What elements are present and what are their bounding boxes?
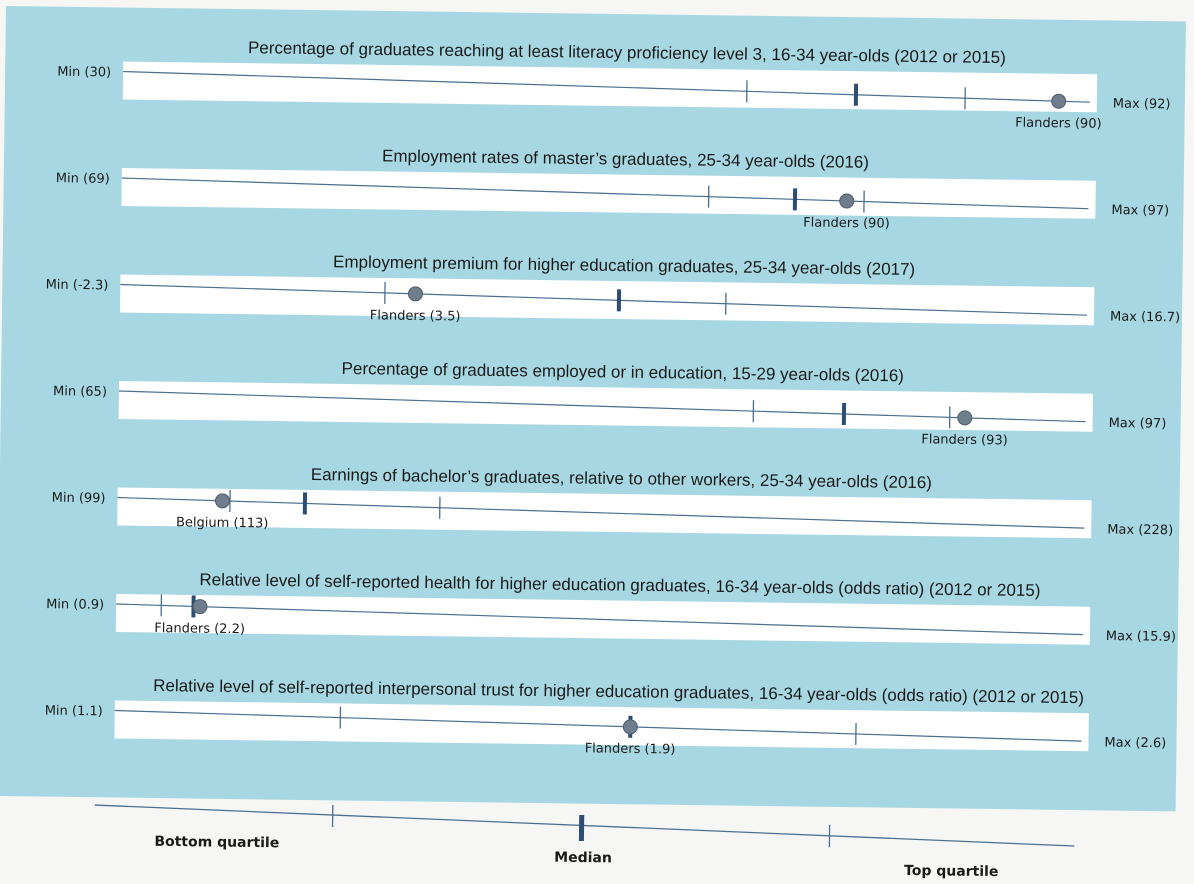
country-point-label-7: Flanders (1.9) [585, 741, 676, 757]
country-point-4 [957, 410, 973, 426]
legend-top-quartile-label: Top quartile [904, 863, 999, 880]
axis-line-6 [116, 603, 1083, 636]
min-label-7: Min (1.1) [45, 704, 103, 720]
legend-bottom-quartile-label: Bottom quartile [154, 834, 279, 852]
country-point-7 [622, 719, 638, 735]
min-label-2: Min (69) [56, 171, 110, 187]
max-label-4: Max (97) [1109, 416, 1167, 432]
chart-title-4: Percentage of graduates employed or in e… [342, 359, 904, 385]
country-point-label-5: Belgium (113) [176, 515, 269, 531]
max-label-7: Max (2.6) [1104, 735, 1166, 751]
chart-title-1: Percentage of graduates reaching at leas… [248, 38, 1006, 67]
chart-title-2: Employment rates of master’s graduates, … [382, 146, 869, 171]
max-label-2: Max (97) [1111, 203, 1169, 219]
axis-line-1 [123, 70, 1090, 103]
legend-svg: Bottom quartile Median Top quartile [94, 804, 1075, 880]
country-point-label-6: Flanders (2.2) [154, 621, 245, 637]
max-label-1: Max (92) [1113, 96, 1171, 112]
axis-line-3 [120, 283, 1088, 316]
max-label-6: Max (15.9) [1106, 629, 1176, 645]
min-label-3: Min (-2.3) [46, 278, 109, 294]
country-point-3 [407, 286, 423, 302]
min-label-5: Min (99) [52, 491, 106, 507]
quartile-legend: Bottom quartile Median Top quartile [89, 790, 1090, 884]
country-point-label-4: Flanders (93) [921, 432, 1008, 448]
axis-line-4 [118, 390, 1086, 423]
min-label-6: Min (0.9) [46, 597, 104, 613]
country-point-label-2: Flanders (90) [803, 215, 890, 231]
dot-range-chart: Percentage of graduates reaching at leas… [45, 38, 1181, 757]
chart-panel: Percentage of graduates reaching at leas… [0, 6, 1186, 812]
chart-title-5: Earnings of bachelor’s graduates, relati… [311, 465, 932, 492]
chart-title-3: Employment premium for higher education … [333, 252, 915, 279]
chart-title-6: Relative level of self-reported health f… [199, 570, 1040, 600]
max-label-3: Max (16.7) [1110, 309, 1180, 325]
legend-axis-line [94, 804, 1075, 847]
country-point-5 [214, 493, 230, 509]
min-label-4: Min (65) [53, 384, 107, 400]
max-label-5: Max (228) [1107, 522, 1173, 538]
min-label-1: Min (30) [57, 65, 111, 81]
country-point-1 [1051, 93, 1067, 109]
axis-line-5 [117, 496, 1085, 529]
axis-line-7 [114, 709, 1082, 742]
country-point-label-3: Flanders (3.5) [370, 308, 461, 324]
axis-line-2 [121, 177, 1089, 210]
country-point-6 [192, 599, 208, 615]
country-point-2 [839, 193, 855, 209]
chart-title-7: Relative level of self-reported interper… [153, 676, 1084, 707]
country-point-label-1: Flanders (90) [1015, 116, 1102, 132]
legend-median-label: Median [554, 850, 612, 867]
